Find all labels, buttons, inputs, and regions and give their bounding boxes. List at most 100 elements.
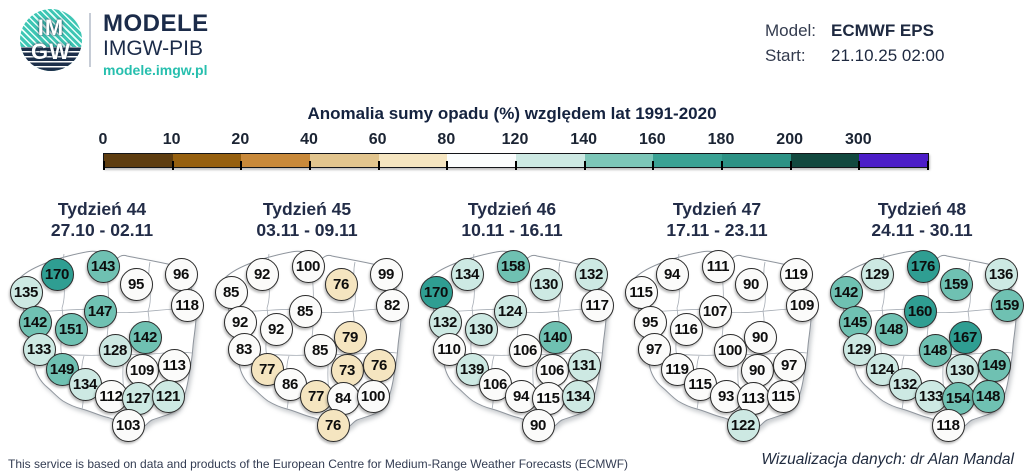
logo-divider <box>89 13 91 67</box>
colorbar-tickmark <box>858 161 861 170</box>
week-panel-44: Tydzień 44 27.10 - 02.11 135 170 143 95 96 118 1… <box>0 196 204 448</box>
value-circle: 100 <box>356 379 390 413</box>
value-circle: 92 <box>223 305 257 339</box>
colorbar-segments <box>104 154 929 167</box>
colorbar-segment <box>653 154 723 167</box>
week-date-range: 27.10 - 02.11 <box>50 220 154 240</box>
value-circle: 148 <box>971 379 1005 413</box>
colorbar-tickmark <box>377 161 380 170</box>
value-circle: 135 <box>9 275 43 309</box>
colorbar-tick-label: 20 <box>231 131 250 148</box>
value-circle: 118 <box>931 408 965 442</box>
colorbar-segment <box>241 154 311 167</box>
value-circle: 97 <box>772 348 806 382</box>
value-circle: 142 <box>128 320 162 354</box>
value-circle: 170 <box>40 257 74 291</box>
value-circle: 85 <box>288 294 322 328</box>
colorbar-tickmark <box>309 161 311 170</box>
value-circle: 109 <box>785 288 819 322</box>
model-value: ECMWF EPS <box>831 21 934 40</box>
value-circle: 82 <box>375 288 409 322</box>
value-circle: 117 <box>580 288 614 322</box>
colorbar-segment <box>310 154 379 167</box>
value-circle: 100 <box>713 333 747 367</box>
colorbar-tick-labels: 0 10 20 40 60 80 120 140 160 180 200 300 <box>0 131 1024 151</box>
colorbar-segment <box>859 154 929 167</box>
value-circle: 93 <box>709 379 743 413</box>
colorbar-tick-label: 180 <box>707 131 735 148</box>
value-circle: 149 <box>977 348 1011 382</box>
value-circle: 100 <box>291 249 325 283</box>
colorbar-tickmark <box>652 161 655 170</box>
model-label: Model: <box>765 21 817 40</box>
value-circle: 142 <box>829 275 863 309</box>
week-title: Tydzień 45 <box>262 199 352 219</box>
colorbar-gradient <box>103 153 929 170</box>
value-circle: 79 <box>333 320 367 354</box>
imgw-logo-letters: IM GW <box>20 16 82 64</box>
value-circle: 159 <box>990 288 1024 322</box>
colorbar-tick-label: 140 <box>570 131 598 148</box>
imgw-logo: IM GW <box>20 9 82 71</box>
value-circle: 90 <box>734 267 768 301</box>
value-circle: 148 <box>874 312 908 346</box>
value-circle: 103 <box>111 408 145 442</box>
value-circle: 170 <box>419 275 453 309</box>
week-panel-45: Tydzień 45 03.11 - 09.11 85 92 100 76 99 82 85 92… <box>205 196 409 448</box>
brand-subtitle: IMGW-PIB <box>103 37 203 60</box>
value-circle: 132 <box>574 257 608 291</box>
colorbar-tick-label: 60 <box>368 131 387 148</box>
value-circle: 77 <box>250 352 284 386</box>
value-circle: 115 <box>624 275 658 309</box>
value-circle: 115 <box>766 379 800 413</box>
value-circle: 113 <box>157 348 191 382</box>
colorbar-tickmark <box>446 161 449 170</box>
value-circle: 112 <box>94 379 128 413</box>
week-date-range: 17.11 - 23.11 <box>666 220 768 240</box>
value-circle: 73 <box>330 353 364 387</box>
value-circle: 118 <box>170 288 204 322</box>
brand-title: MODELE <box>103 10 209 37</box>
value-circle: 111 <box>701 249 735 283</box>
value-circle: 140 <box>538 320 572 354</box>
colorbar-segment <box>104 154 173 167</box>
value-circle: 143 <box>86 249 120 283</box>
value-circle: 85 <box>303 333 337 367</box>
colorbar-tickmark <box>240 161 243 170</box>
value-circle: 176 <box>906 249 940 283</box>
colorbar-segment <box>447 154 517 167</box>
value-circle: 90 <box>743 320 777 354</box>
colorbar-tickmark <box>927 161 929 170</box>
value-circle: 129 <box>860 257 894 291</box>
colorbar-tickmark <box>721 161 723 170</box>
value-circle: 134 <box>561 379 595 413</box>
value-circle: 130 <box>529 267 563 301</box>
colorbar-segment <box>172 154 242 167</box>
colorbar-tick-label: 10 <box>162 131 181 148</box>
brand-url-link[interactable]: modele.imgw.pl <box>103 62 208 78</box>
value-circle: 85 <box>214 275 248 309</box>
colorbar-tick-label: 120 <box>501 131 529 148</box>
colorbar-tick-label: 0 <box>98 131 108 148</box>
weekly-maps-row: Tydzień 44 27.10 - 02.11 135 170 143 95 96 118 1… <box>0 196 1024 448</box>
colorbar-segment <box>722 154 791 167</box>
week-title: Tydzień 44 <box>57 199 147 219</box>
model-info: Model: ECMWF EPS Start: 21.10.25 02:00 <box>765 18 944 68</box>
value-circle: 119 <box>779 257 813 291</box>
value-circle: 158 <box>496 249 530 283</box>
value-circle: 134 <box>68 367 102 401</box>
value-circle: 92 <box>245 257 279 291</box>
colorbar-tick-label: 160 <box>638 131 666 148</box>
colorbar-tick-label: 200 <box>776 131 804 148</box>
value-circle: 121 <box>151 379 185 413</box>
colorbar-segment <box>584 154 654 167</box>
value-circle: 160 <box>903 294 937 328</box>
ecmwf-attribution: This service is based on data and produc… <box>8 457 629 471</box>
value-circle: 128 <box>98 333 132 367</box>
value-circle: 136 <box>984 257 1018 291</box>
value-circle: 106 <box>478 367 512 401</box>
value-circle: 96 <box>164 257 198 291</box>
value-circle: 107 <box>698 294 732 328</box>
value-circle: 122 <box>726 408 760 442</box>
week-panel-48: Tydzień 48 24.11 - 30.11 142 129 176 159 136 15… <box>820 196 1024 448</box>
